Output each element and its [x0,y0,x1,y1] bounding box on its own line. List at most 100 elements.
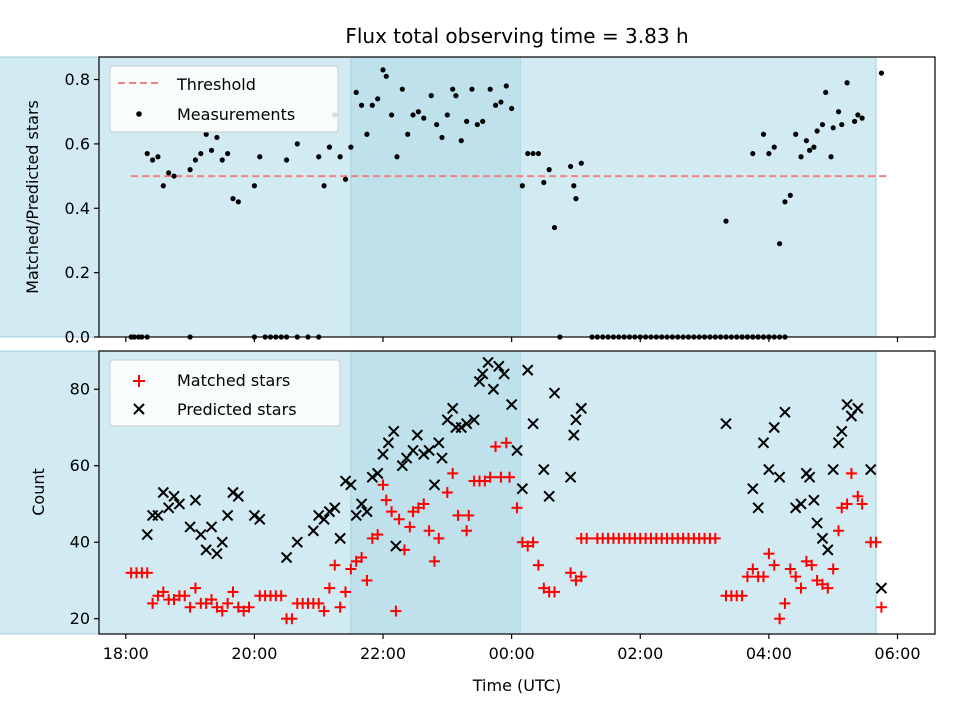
matched-star-point [433,532,445,544]
matched-star-point [157,586,169,598]
matched-star-point [768,559,780,571]
predicted-star-point [329,502,341,514]
predicted-star-point [795,498,807,510]
matched-star-point [565,567,577,579]
measurement-point [578,160,584,166]
measurement-point [348,144,354,150]
matched-star-point [581,532,593,544]
measurement-point [492,102,499,108]
matched-star-point [323,582,335,594]
measurement-point [434,121,440,128]
measurement-point [149,157,156,163]
measurement-point [257,154,263,160]
measurement-point [830,125,836,131]
predicted-star-point [291,536,303,548]
matched-star-point [206,594,218,606]
matched-star-point [361,574,373,586]
x-tick-label: 06:00 [874,644,920,663]
matched-star-point [784,563,796,575]
predicted-star-point [200,544,212,556]
predicted-star-point [339,475,352,487]
matched-star-point [377,479,389,491]
measurement-point [807,147,813,153]
predicted-star-point [747,482,759,495]
measurement-point [187,167,193,173]
measurement-point [389,112,395,118]
measurement-point [814,128,820,134]
measurement-point [208,147,215,153]
matched-star-point [404,521,416,533]
measurement-point [230,196,236,202]
measurement-point [369,102,375,108]
measurement-point [573,196,579,202]
predicted-star-point [803,471,816,483]
predicted-star-point [162,502,175,514]
matched-star-point [763,548,775,560]
matched-star-point [503,471,515,483]
matched-star-point [736,590,748,602]
predicted-star-point [816,532,829,545]
measurement-point [166,170,172,176]
measurement-point [294,141,300,147]
measurement-point [855,112,861,118]
measurement-point [852,118,858,124]
predicted-star-point [428,479,441,491]
measurement-point [458,138,464,144]
matched-star-point [184,601,196,613]
matched-star-point [386,506,398,518]
measurement-point [214,134,220,141]
x-tick-label: 22:00 [360,644,406,663]
predicted-star-point [522,364,534,376]
predicted-star-point [527,417,539,430]
predicted-star-point [827,463,839,476]
measurement-point [383,73,389,79]
matched-star-point [372,529,384,541]
matched-star-point [356,552,368,564]
predicted-star-point [366,471,379,483]
top-y-tick-label: 0.4 [65,199,90,218]
measurement-point [551,224,558,231]
measurement-point [750,150,756,157]
predicted-star-point [436,452,448,464]
measurement-point [803,138,809,144]
matched-star-point [147,597,159,609]
predicted-star-point [318,513,330,525]
matched-star-point [463,509,475,521]
predicted-star-point [752,502,764,514]
predicted-star-point [570,414,582,426]
predicted-star-point [189,494,202,506]
bottom-y-ticks: 20 40 60 80 [70,380,99,628]
matched-star-point [490,441,502,453]
matched-star-point [447,467,459,479]
matched-star-point [511,502,523,514]
measurement-point [844,80,850,86]
predicted-star-point [482,356,494,369]
measurement-point [546,167,552,173]
measurement-point [776,241,783,247]
matched-star-point [549,586,561,598]
predicted-star-point [511,444,523,457]
matched-star-point [179,590,191,602]
matched-star-point [329,559,341,571]
measurement-point [474,121,480,128]
predicted-star-point [216,536,228,548]
matched-star-point [575,571,587,583]
matched-legend-swatch [133,375,145,387]
measurement-point [766,150,772,157]
measurement-point [453,93,459,99]
matched-star-point [340,586,352,598]
predicted-star-point [221,509,234,522]
top-y-ticks: 0.0 0.2 0.4 0.6 0.8 [65,70,99,347]
predicted-star-point [473,375,486,388]
predicted-star-point [773,471,786,483]
predicted-star-point [254,513,266,525]
predicted-star-point [864,463,877,476]
measurement-point [428,93,434,99]
predicted-star-point [468,414,480,426]
predicted-star-point [141,528,153,541]
measurement-point [337,154,343,160]
measurement-point [394,154,400,160]
measurement-point [811,144,817,150]
top-y-tick-label: 0.2 [65,263,90,282]
measurement-point [787,192,793,198]
